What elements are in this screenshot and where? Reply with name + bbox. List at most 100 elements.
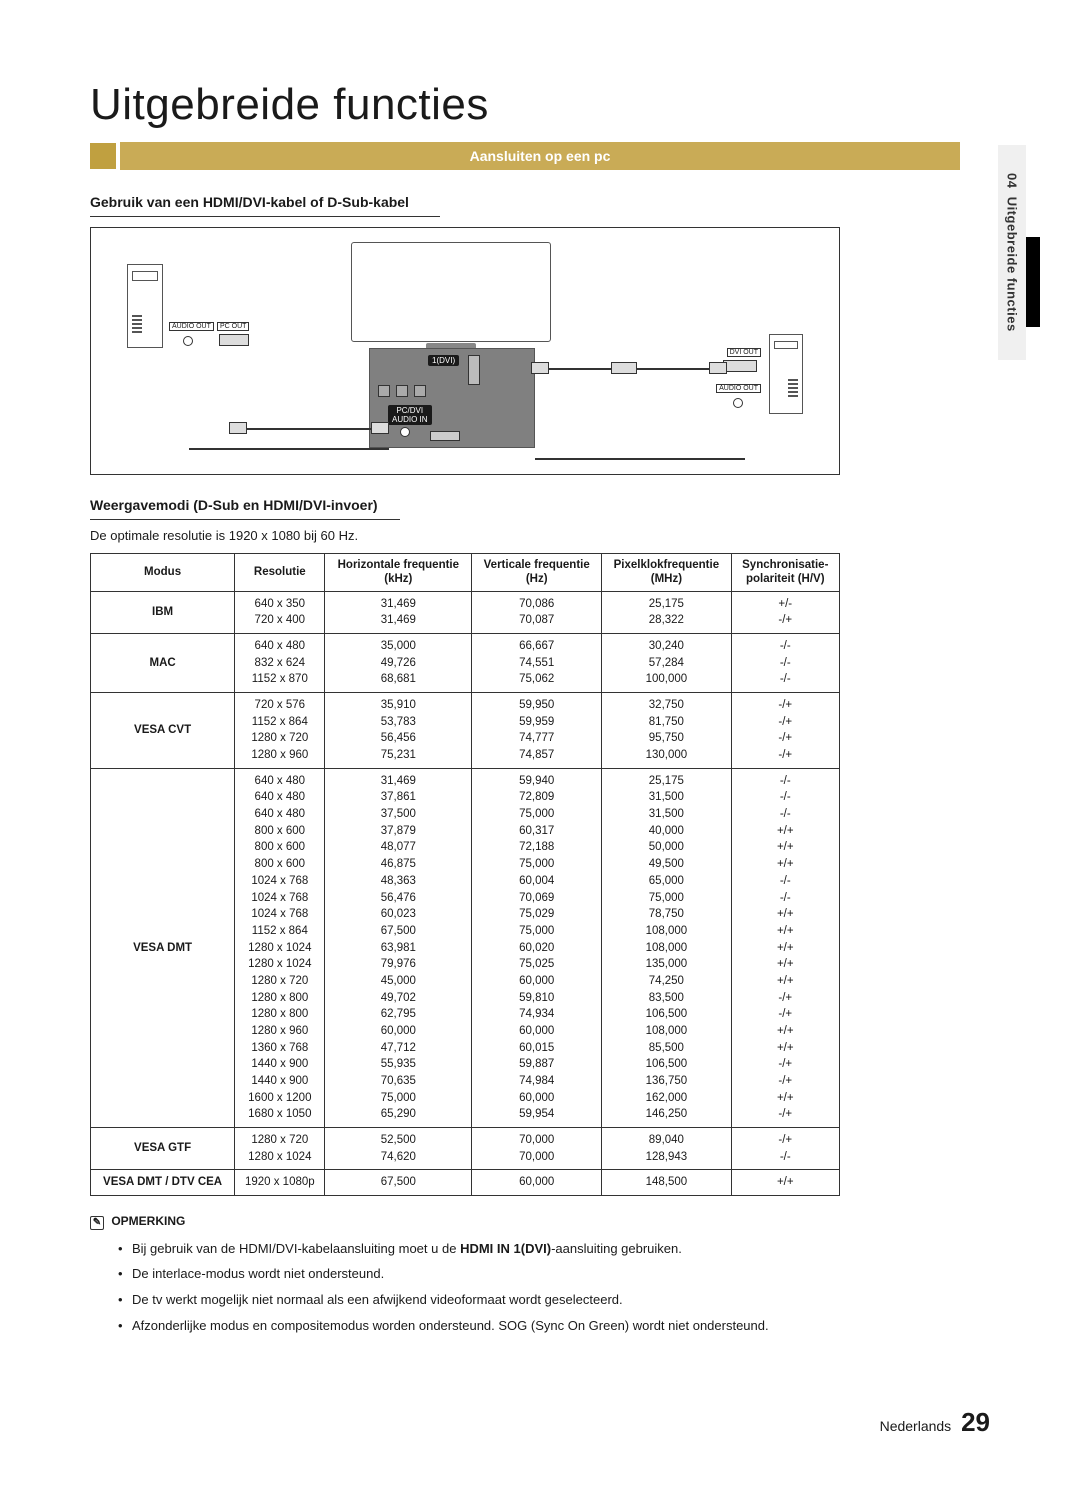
table-row: IBM640 x 350720 x 40031,46931,46970,0867…	[91, 591, 840, 633]
subhead-modes: Weergavemodi (D-Sub en HDMI/DVI-invoer)	[90, 497, 990, 520]
jack-audio-out-left	[183, 336, 193, 346]
cell-v: 59,94072,80975,00060,31772,18875,00060,0…	[472, 768, 602, 1127]
table-row: VESA CVT720 x 5761152 x 8641280 x 720128…	[91, 693, 840, 769]
jack-audio-in	[400, 427, 410, 437]
plug-dvi-right	[709, 362, 727, 374]
subhead-underline	[90, 216, 440, 217]
cell-mode: VESA DMT / DTV CEA	[91, 1170, 235, 1196]
note-item: De tv werkt mogelijk niet normaal als ee…	[118, 1291, 850, 1309]
table-header-row: Modus Resolutie Horizontale frequentie (…	[91, 554, 840, 592]
note-icon: ✎	[90, 1216, 104, 1230]
cable-audio-left	[189, 448, 389, 450]
cell-v: 70,00070,000	[472, 1127, 602, 1169]
cell-res: 640 x 480832 x 6241152 x 870	[235, 634, 325, 693]
cell-mode: VESA DMT	[91, 768, 235, 1127]
connector-pc-out	[219, 334, 249, 346]
cell-v: 60,000	[472, 1170, 602, 1196]
cell-res: 1280 x 7201280 x 1024	[235, 1127, 325, 1169]
cell-v: 66,66774,55175,062	[472, 634, 602, 693]
cell-h: 67,500	[325, 1170, 472, 1196]
notes-title-text: OPMERKING	[111, 1214, 185, 1228]
cell-h: 52,50074,620	[325, 1127, 472, 1169]
plug-dvi-mid	[611, 362, 637, 374]
col-pixclk: Pixelklokfrequentie (MHz)	[602, 554, 731, 592]
cell-res: 640 x 480640 x 480640 x 480800 x 600800 …	[235, 768, 325, 1127]
label-audio-in: PC/DVI AUDIO IN	[388, 405, 432, 425]
display-modes-table: Modus Resolutie Horizontale frequentie (…	[90, 553, 840, 1196]
label-dvi-out: DVI OUT	[727, 348, 761, 357]
plug-vga-left	[229, 422, 247, 434]
note-item: De interlace-modus wordt niet ondersteun…	[118, 1265, 850, 1283]
subhead-modes-underline	[90, 519, 400, 520]
cell-p: 25,17531,50031,50040,00050,00049,50065,0…	[602, 768, 731, 1127]
subhead-modes-text: Weergavemodi (D-Sub en HDMI/DVI-invoer)	[90, 497, 990, 513]
cell-mode: VESA GTF	[91, 1127, 235, 1169]
cell-v: 70,08670,087	[472, 591, 602, 633]
cell-h: 35,91053,78356,45675,231	[325, 693, 472, 769]
table-row: MAC640 x 480832 x 6241152 x 87035,00049,…	[91, 634, 840, 693]
subhead-cable: Gebruik van een HDMI/DVI-kabel of D-Sub-…	[90, 194, 990, 217]
cell-s: -/+-/-	[731, 1127, 839, 1169]
cell-mode: VESA CVT	[91, 693, 235, 769]
connector-dvi-out	[723, 360, 757, 372]
cell-s: +/+	[731, 1170, 839, 1196]
notes-list: Bij gebruik van de HDMI/DVI-kabelaanslui…	[118, 1240, 850, 1334]
col-vfreq: Verticale frequentie (Hz)	[472, 554, 602, 592]
cell-s: -/--/--/-	[731, 634, 839, 693]
cable-audio-right	[535, 458, 745, 460]
side-tab: 04 Uitgebreide functies	[998, 145, 1026, 360]
pc-tower-right	[769, 334, 803, 414]
cell-v: 59,95059,95974,77774,857	[472, 693, 602, 769]
cell-s: -/--/--/-+/++/++/+-/--/-+/++/++/++/++/+-…	[731, 768, 839, 1127]
cell-s: -/+-/+-/+-/+	[731, 693, 839, 769]
label-audio-out-right: AUDIO OUT	[716, 384, 761, 393]
cable-vga-left	[239, 428, 379, 430]
plug-hdmi-tv	[531, 362, 549, 374]
table-row: VESA DMT640 x 480640 x 480640 x 480800 x…	[91, 768, 840, 1127]
side-tab-text: 04 Uitgebreide functies	[1005, 173, 1020, 332]
section-bar-label: Aansluiten op een pc	[470, 148, 611, 164]
cell-mode: IBM	[91, 591, 235, 633]
table-row: VESA GTF1280 x 7201280 x 102452,50074,62…	[91, 1127, 840, 1169]
port-dsub-tv	[430, 431, 460, 441]
port-hdmi-dvi	[468, 355, 480, 385]
note-item: Afzonderlijke modus en compositemodus wo…	[118, 1317, 850, 1335]
side-tab-marker	[1026, 237, 1040, 327]
cell-s: +/--/+	[731, 591, 839, 633]
section-bar-main: Aansluiten op een pc	[120, 142, 960, 170]
page-footer: Nederlands 29	[880, 1407, 990, 1438]
cell-p: 89,040128,943	[602, 1127, 731, 1169]
cell-res: 1920 x 1080p	[235, 1170, 325, 1196]
notes-heading: ✎ OPMERKING	[90, 1214, 850, 1230]
col-resolutie: Resolutie	[235, 554, 325, 592]
label-hdmi1: 1(DVI)	[428, 355, 459, 366]
cell-h: 35,00049,72668,681	[325, 634, 472, 693]
cell-p: 25,17528,322	[602, 591, 731, 633]
page-title: Uitgebreide functies	[90, 80, 990, 130]
footer-language: Nederlands	[880, 1418, 952, 1434]
optimal-resolution-text: De optimale resolutie is 1920 x 1080 bij…	[90, 528, 990, 543]
section-bar: Aansluiten op een pc	[90, 142, 990, 170]
table-row: VESA DMT / DTV CEA1920 x 1080p67,50060,0…	[91, 1170, 840, 1196]
jack-audio-out-right	[733, 398, 743, 408]
cell-p: 148,500	[602, 1170, 731, 1196]
footer-page-number: 29	[961, 1407, 990, 1437]
notes-block: ✎ OPMERKING Bij gebruik van de HDMI/DVI-…	[90, 1214, 850, 1334]
label-audio-out-left: AUDIO OUT	[169, 322, 214, 331]
pc-tower-left	[127, 264, 163, 348]
cell-mode: MAC	[91, 634, 235, 693]
tv-port-panel: 1(DVI) PC/DVI AUDIO IN	[369, 348, 535, 448]
cell-h: 31,46937,86137,50037,87948,07746,87548,3…	[325, 768, 472, 1127]
col-hfreq: Horizontale frequentie (kHz)	[325, 554, 472, 592]
section-bar-accent	[90, 143, 116, 168]
cell-h: 31,46931,469	[325, 591, 472, 633]
col-modus: Modus	[91, 554, 235, 592]
page: 04 Uitgebreide functies Uitgebreide func…	[0, 0, 1080, 1494]
tv-monitor	[351, 242, 551, 342]
subhead-cable-text: Gebruik van een HDMI/DVI-kabel of D-Sub-…	[90, 194, 990, 210]
col-sync: Synchronisatie- polariteit (H/V)	[731, 554, 839, 592]
connection-diagram: AUDIO OUT PC OUT 1(DVI) PC/DVI AUDIO IN …	[90, 227, 840, 475]
label-pc-out: PC OUT	[217, 322, 249, 331]
cell-p: 32,75081,75095,750130,000	[602, 693, 731, 769]
note-item: Bij gebruik van de HDMI/DVI-kabelaanslui…	[118, 1240, 850, 1258]
